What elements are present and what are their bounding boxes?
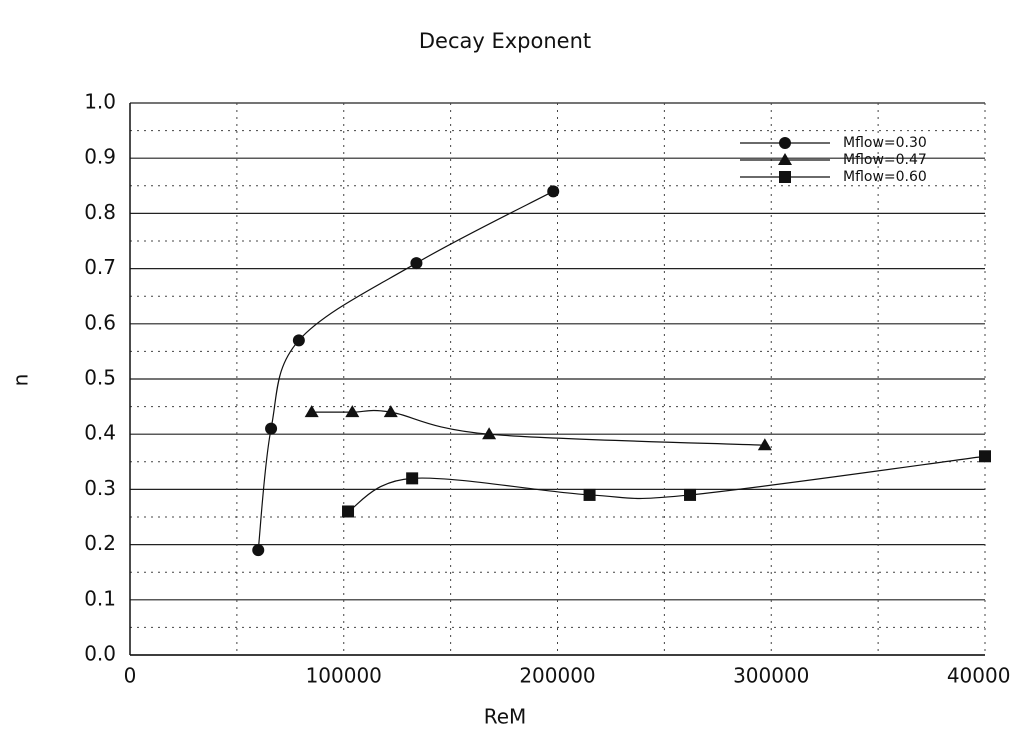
data-point — [304, 405, 319, 418]
data-point — [406, 472, 419, 485]
x-tick-label: 100000 — [306, 664, 382, 688]
y-tick-label: 0.3 — [84, 476, 116, 500]
data-point — [342, 505, 355, 518]
data-point — [345, 405, 360, 418]
data-point — [383, 405, 398, 418]
series-line — [257, 190, 554, 551]
legend-marker — [778, 153, 792, 165]
x-axis-title: ReM — [484, 705, 527, 729]
y-tick-label: 0.1 — [84, 586, 116, 610]
y-tick-label: 0.8 — [84, 200, 116, 224]
legend-marker — [779, 171, 791, 183]
x-tick-label: 200000 — [519, 664, 595, 688]
y-tick-label: 0.6 — [84, 310, 116, 334]
legend-label: Mflow=0.30 — [843, 135, 927, 151]
data-point — [583, 488, 596, 501]
x-tick-label: 0 — [124, 664, 137, 688]
data-point — [265, 422, 278, 435]
data-point — [979, 450, 991, 463]
x-tick-label: 400000 — [947, 664, 1011, 688]
legend-label: Mflow=0.60 — [843, 169, 927, 185]
series-line — [347, 455, 986, 513]
data-point — [482, 427, 497, 440]
y-tick-label: 0.2 — [84, 531, 116, 555]
data-point — [547, 185, 560, 198]
y-tick-label: 0.9 — [84, 145, 116, 169]
data-point — [410, 257, 423, 270]
chart-title: Decay Exponent — [419, 29, 591, 53]
y-tick-label: 1.0 — [84, 90, 116, 114]
series-line — [311, 409, 765, 446]
legend-marker — [779, 137, 791, 149]
data-point — [757, 438, 772, 451]
y-tick-label: 0.5 — [84, 366, 116, 390]
x-tick-label: 300000 — [733, 664, 809, 688]
legend-label: Mflow=0.47 — [843, 152, 927, 168]
data-point — [252, 544, 265, 557]
data-point — [684, 488, 697, 501]
y-tick-label: 0.4 — [84, 421, 116, 445]
data-point — [292, 334, 305, 347]
y-tick-label: 0.0 — [84, 642, 116, 666]
y-axis-title: n — [9, 374, 33, 387]
y-tick-label: 0.7 — [84, 255, 116, 279]
